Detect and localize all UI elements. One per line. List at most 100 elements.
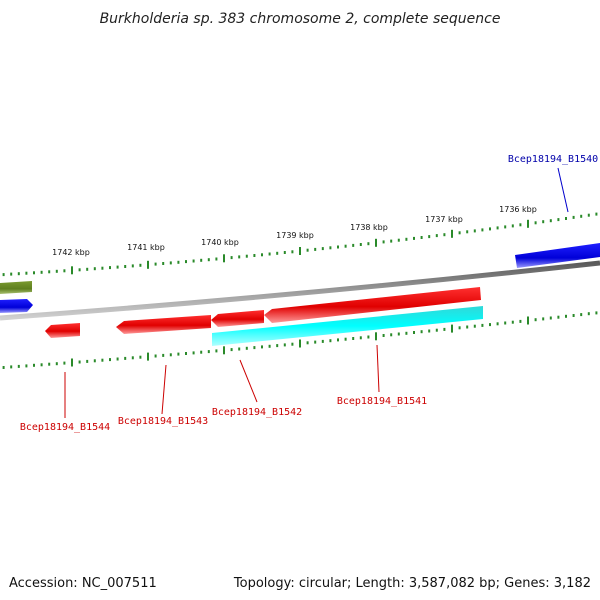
outer-minor-tick [382, 240, 385, 244]
gene-bcep18194-b1544[interactable] [45, 323, 80, 338]
inner-minor-tick [443, 327, 446, 331]
inner-minor-tick [572, 314, 575, 317]
inner-minor-tick [359, 336, 362, 340]
outer-minor-tick [557, 218, 560, 222]
outer-minor-tick [40, 270, 43, 274]
tick-label-1737: 1737 kbp [425, 215, 463, 224]
outer-minor-tick [390, 239, 393, 243]
outer-minor-tick [458, 231, 461, 235]
tick-label-1739: 1739 kbp [276, 231, 314, 240]
inner-minor-tick [352, 337, 355, 340]
outer-minor-tick [321, 247, 324, 251]
outer-minor-tick [519, 223, 522, 227]
outer-minor-tick [55, 269, 58, 273]
gene-label-b1540[interactable]: Bcep18194_B1540 [508, 154, 598, 165]
outer-minor-tick [253, 254, 256, 257]
outer-minor-tick [511, 224, 514, 228]
inner-minor-tick [337, 338, 339, 342]
feature-olive-left [0, 281, 32, 294]
inner-minor-tick [48, 362, 51, 366]
outer-minor-tick [466, 230, 469, 234]
inner-minor-tick [390, 333, 393, 337]
outer-minor-tick [435, 234, 438, 238]
gene-bcep18194-b1540[interactable] [515, 243, 600, 268]
callout-lines [64, 167, 569, 418]
outer-tick-ruler [2, 212, 598, 277]
outer-major-tick [147, 260, 149, 269]
inner-minor-tick [78, 360, 81, 364]
inner-minor-tick [215, 349, 218, 353]
inner-minor-tick [33, 363, 35, 367]
inner-minor-tick [329, 339, 332, 343]
gene-bcep18194-b1543[interactable] [116, 315, 211, 334]
outer-minor-tick [139, 263, 142, 267]
inner-minor-tick [238, 347, 241, 351]
inner-minor-tick [162, 353, 165, 357]
inner-minor-tick [557, 315, 560, 319]
outer-minor-tick [329, 246, 332, 250]
inner-minor-tick [420, 330, 423, 334]
inner-minor-tick [367, 335, 370, 339]
inner-minor-tick [511, 320, 514, 324]
inner-minor-tick [413, 331, 415, 334]
inner-minor-tick [63, 361, 66, 365]
inner-minor-tick [382, 334, 385, 337]
inner-minor-tick [268, 344, 271, 348]
outer-minor-tick [33, 271, 35, 275]
inner-minor-tick [321, 339, 324, 343]
inner-minor-tick [314, 340, 317, 344]
gene-label-b1541[interactable]: Bcep18194_B1541 [337, 396, 427, 407]
inner-minor-tick [124, 356, 127, 360]
outer-minor-tick [397, 238, 400, 242]
gene-bcep18194-b1542[interactable] [211, 310, 264, 327]
feature-cyan [212, 306, 483, 346]
outer-minor-tick [443, 233, 446, 237]
callout-line-b1540 [557, 167, 569, 213]
inner-major-tick [527, 316, 529, 325]
outer-minor-tick [177, 260, 180, 264]
outer-minor-tick [154, 262, 157, 266]
outer-minor-tick [496, 226, 499, 230]
inner-minor-tick [587, 312, 590, 316]
outer-major-tick [71, 266, 73, 275]
outer-minor-tick [109, 266, 111, 270]
inner-minor-tick [154, 354, 157, 358]
tick-label-1736: 1736 kbp [499, 205, 537, 214]
outer-minor-tick [504, 225, 507, 229]
inner-minor-tick [405, 331, 408, 335]
inner-minor-tick [397, 332, 400, 336]
gene-label-b1543[interactable]: Bcep18194_B1543 [118, 416, 208, 427]
outer-minor-tick [124, 265, 127, 268]
outer-major-tick [451, 229, 453, 238]
inner-minor-tick [542, 317, 545, 321]
inner-minor-tick [139, 355, 142, 359]
gene-label-b1544[interactable]: Bcep18194_B1544 [20, 422, 110, 433]
inner-tick-ruler [2, 311, 598, 369]
inner-minor-tick [466, 325, 469, 329]
accession-text: Accession: NC_007511 [9, 576, 157, 591]
outer-major-tick [527, 219, 529, 228]
tick-label-1738: 1738 kbp [350, 223, 388, 232]
inner-minor-tick [565, 314, 567, 318]
outer-minor-tick [17, 272, 20, 276]
inner-minor-tick [2, 366, 5, 369]
outer-minor-tick [2, 273, 5, 277]
gene-label-b1542[interactable]: Bcep18194_B1542 [212, 407, 302, 418]
inner-minor-tick [283, 343, 286, 347]
inner-minor-tick [192, 351, 195, 355]
outer-minor-tick [489, 227, 491, 231]
gene-bcep18194-b1541[interactable] [264, 287, 481, 323]
inner-minor-tick [306, 341, 309, 345]
inner-minor-tick [428, 329, 431, 333]
outer-minor-tick [10, 272, 13, 276]
outer-minor-tick [116, 265, 119, 269]
outer-minor-tick [48, 270, 51, 274]
outer-major-tick [223, 254, 225, 263]
tick-labels: 1742 kbp 1741 kbp 1740 kbp 1739 kbp 1738… [52, 205, 537, 257]
outer-major-tick [375, 238, 377, 247]
inner-minor-tick [276, 344, 279, 348]
inner-minor-tick [580, 313, 583, 317]
outer-minor-tick [549, 219, 552, 223]
outer-minor-tick [572, 215, 575, 219]
